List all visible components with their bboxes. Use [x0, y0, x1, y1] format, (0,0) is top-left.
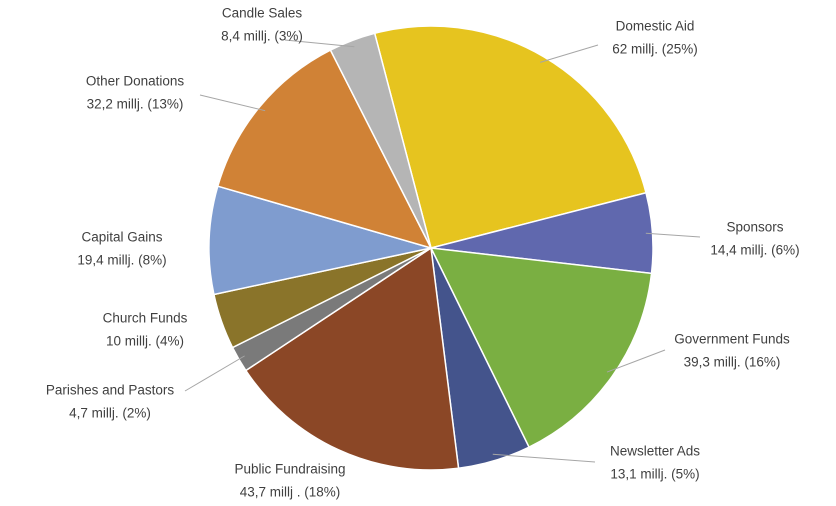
slice-label: Capital Gains	[81, 230, 162, 245]
slice-label: Government Funds	[674, 332, 790, 347]
leader-line	[199, 94, 266, 112]
value-label: 8,4 millj. (3%)	[221, 29, 303, 44]
leader-line	[539, 44, 599, 63]
slice-label: Other Donations	[86, 74, 185, 89]
leader-line	[645, 232, 701, 238]
value-label: 13,1 millj. (5%)	[610, 467, 699, 482]
leader-line	[606, 349, 666, 373]
value-label: 19,4 millj. (8%)	[77, 253, 166, 268]
slice-label: Newsletter Ads	[610, 444, 700, 459]
value-label: 32,2 millj. (13%)	[87, 97, 184, 112]
slice-label: Parishes and Pastors	[46, 383, 175, 398]
value-label: 4,7 millj. (2%)	[69, 406, 151, 421]
pie-slice	[329, 32, 432, 249]
value-label: 10 millj. (4%)	[106, 334, 184, 349]
value-label: 43,7 millj . (18%)	[240, 485, 341, 500]
pie-slice	[429, 247, 653, 449]
pie-slice	[244, 246, 460, 471]
pie-slice	[208, 185, 432, 296]
leader-line	[284, 39, 355, 48]
pie-slice	[373, 25, 647, 249]
value-label: 39,3 millj. (16%)	[684, 355, 781, 370]
slice-label: Domestic Aid	[616, 19, 695, 34]
leader-line	[184, 355, 245, 392]
value-label: 62 millj. (25%)	[612, 42, 698, 57]
slice-label: Church Funds	[103, 311, 188, 326]
slice-label: Public Fundraising	[234, 462, 345, 477]
slice-label: Candle Sales	[222, 6, 303, 21]
slice-label: Sponsors	[726, 220, 783, 235]
pie-slice	[216, 49, 433, 250]
value-label: 14,4 millj. (6%)	[710, 243, 799, 258]
leader-line	[492, 453, 596, 463]
